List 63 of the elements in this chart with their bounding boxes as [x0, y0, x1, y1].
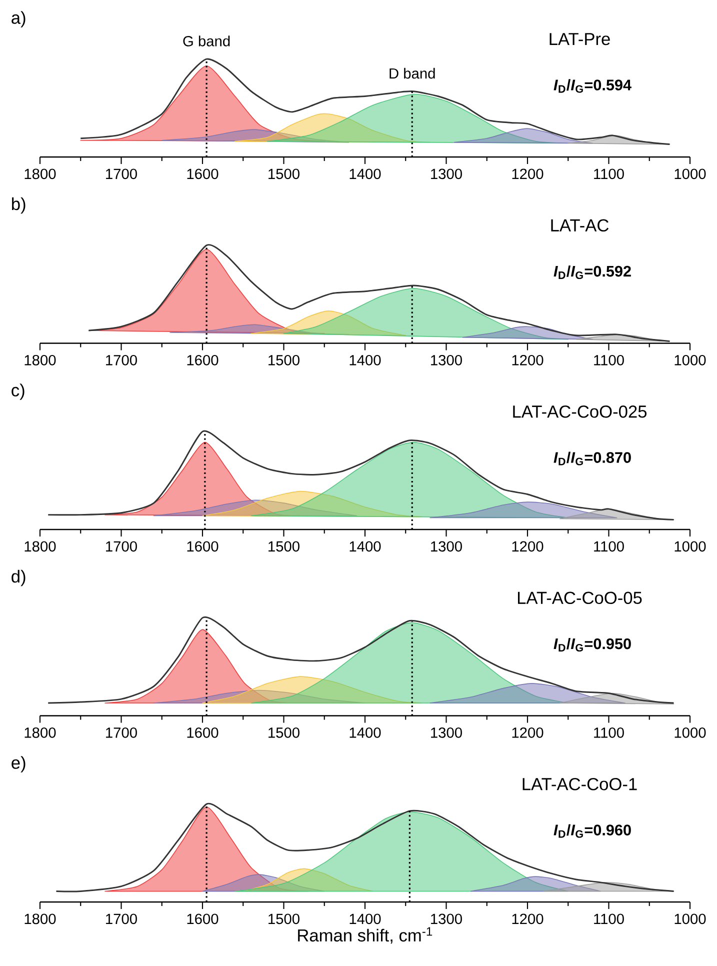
chart-subtitle: LAT-AC-CoO-05	[518, 592, 642, 604]
x-tick-label: 1400	[350, 541, 381, 552]
x-tick-label: 1500	[268, 354, 300, 366]
x-tick-label: 1800	[24, 541, 56, 552]
x-tick-label: 1200	[512, 168, 544, 180]
annotation: I$_{D}$/I$_{G}$=0.950	[554, 638, 631, 652]
x-tick-label: 1500	[268, 914, 300, 924]
x-tick-label: 1800	[24, 168, 56, 180]
x-tick-label: 1800	[24, 727, 56, 738]
x-tick-label: 1400	[350, 354, 381, 366]
x-tick-label: 1000	[674, 914, 706, 924]
annotation: G band	[183, 36, 230, 46]
x-tick-label: 1300	[431, 354, 462, 366]
x-tick-label: 1100	[594, 541, 624, 552]
annotation: I$_{D}$/I$_{G}$=0.960	[554, 824, 631, 838]
x-tick-label: 1200	[512, 727, 544, 738]
x-tick-label: 1000	[674, 354, 706, 366]
chart-title: c)	[12, 384, 24, 400]
x-tick-label: 1800	[24, 914, 56, 924]
chart-subtitle: LAT-AC-CoO-1	[522, 778, 637, 790]
x-tick-label: 1600	[187, 541, 218, 552]
x-tick-label: 1000	[674, 541, 706, 552]
x-axis-title: Raman shift, cm$^{-1}$	[298, 927, 432, 944]
x-tick-label: 1700	[106, 541, 137, 552]
x-tick-label: 1800	[24, 354, 56, 366]
annotation: I$_{D}$/I$_{G}$=0.870	[554, 452, 631, 466]
chart-subtitle: LAT-AC	[551, 219, 609, 232]
x-tick-label: 1600	[187, 354, 218, 366]
x-tick-label: 1100	[594, 914, 624, 924]
annotation: D band	[390, 68, 435, 79]
x-tick-label: 1100	[594, 727, 624, 738]
x-tick-label: 1700	[106, 168, 137, 180]
chart-title: a)	[12, 11, 26, 28]
x-tick-label: 1300	[431, 168, 462, 180]
chart-subtitle: LAT-Pre	[550, 33, 610, 46]
x-tick-label: 1300	[431, 727, 462, 738]
x-tick-label: 1300	[431, 541, 462, 552]
x-tick-label: 1500	[268, 168, 300, 180]
x-tick-label: 1600	[187, 914, 218, 924]
chart-title: e)	[12, 756, 26, 772]
x-tick-label: 1300	[431, 914, 462, 924]
chart-subtitle: LAT-AC-CoO-025	[513, 405, 647, 418]
x-tick-label: 1200	[512, 541, 544, 552]
chart-title: b)	[12, 197, 26, 214]
x-tick-label: 1200	[512, 914, 544, 924]
x-tick-label: 1500	[268, 727, 300, 738]
x-tick-label: 1700	[106, 354, 137, 366]
x-tick-label: 1200	[512, 354, 544, 366]
x-tick-label: 1600	[187, 168, 218, 180]
x-tick-label: 1400	[350, 914, 381, 924]
x-tick-label: 1000	[674, 727, 706, 738]
x-tick-label: 1700	[106, 914, 137, 924]
x-tick-label: 1100	[594, 354, 624, 366]
x-tick-label: 1500	[268, 541, 300, 552]
chart-title: d)	[12, 570, 26, 586]
annotation: I$_{D}$/I$_{G}$=0.592	[554, 265, 631, 280]
x-tick-label: 1100	[594, 168, 624, 180]
x-tick-label: 1600	[187, 727, 218, 738]
x-tick-label: 1400	[350, 168, 381, 180]
x-tick-label: 1400	[350, 727, 381, 738]
x-tick-label: 1000	[674, 168, 706, 180]
annotation: I$_{D}$/I$_{G}$=0.594	[554, 79, 632, 93]
x-tick-label: 1700	[106, 727, 137, 738]
